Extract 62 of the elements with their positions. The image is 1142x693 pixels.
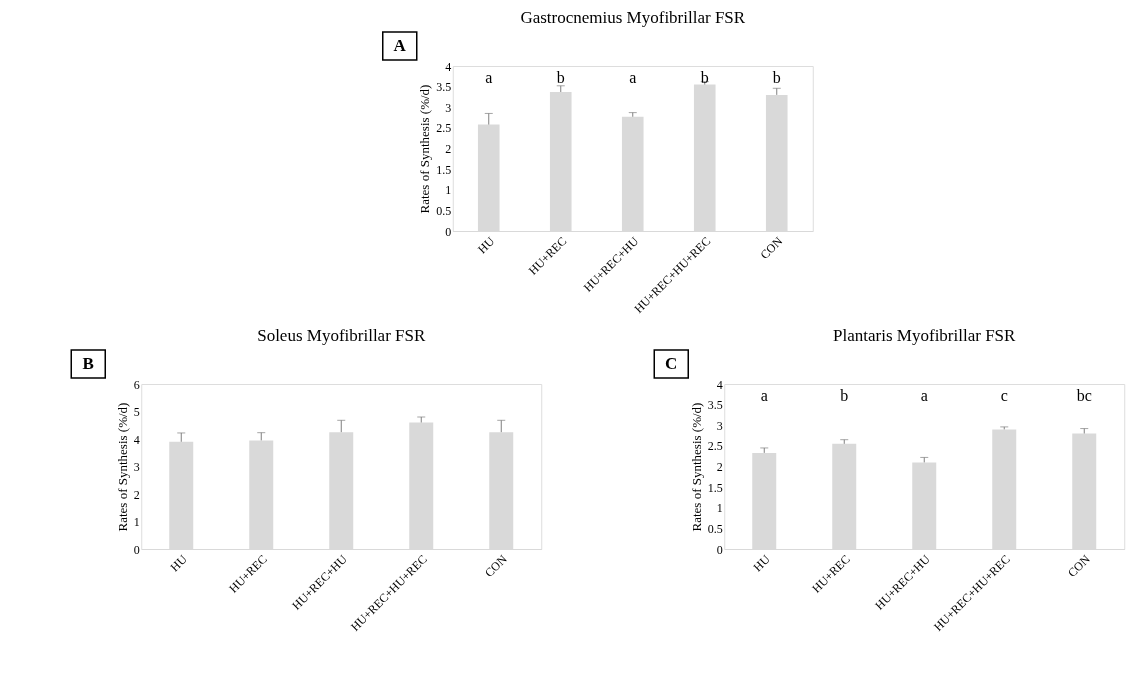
y-tick-label: 1 (445, 183, 452, 198)
bar (489, 432, 514, 549)
annotation: bc (1076, 386, 1092, 404)
bar (549, 91, 572, 231)
y-tick-label: 2.5 (707, 439, 723, 454)
y-tick-label: 2 (133, 487, 140, 502)
x-tick-label: HU (475, 233, 498, 257)
bar (752, 452, 777, 549)
annotation: b (556, 68, 565, 86)
y-tick-label: 1.5 (707, 480, 723, 495)
chart-title: Gastrocnemius Myofibrillar FSR (520, 8, 746, 28)
y-tick-label: 3 (445, 100, 452, 115)
bar (249, 440, 274, 549)
annotation: a (629, 68, 637, 86)
text: B (82, 354, 94, 373)
y-tick-label: 0.5 (436, 203, 452, 218)
text: C (665, 354, 678, 373)
x-tick-label: HU (167, 551, 190, 575)
chart-title: Soleus Myofibrillar FSR (257, 326, 426, 346)
y-tick-label: 2 (716, 460, 723, 474)
x-tick-label: HU (750, 551, 773, 575)
annotation: a (485, 68, 493, 86)
y-tick-label: 1 (133, 515, 140, 529)
y-tick-label: 4 (445, 59, 452, 74)
y-tick-label: 3 (716, 418, 723, 433)
bar (329, 432, 354, 549)
y-tick-label: 0.5 (707, 521, 723, 536)
annotation: b (700, 68, 709, 86)
annotation: b (772, 68, 781, 86)
y-tick-label: 6 (133, 377, 140, 392)
y-tick-label: 0 (445, 224, 452, 239)
text: A (393, 36, 407, 55)
y-tick-label: 3.5 (707, 398, 723, 413)
bar (409, 422, 434, 549)
y-tick-label: 1.5 (436, 162, 452, 177)
bar (477, 124, 500, 231)
y-tick-label: 2 (445, 142, 452, 156)
y-tick-label: 3.5 (436, 80, 452, 95)
y-tick-label: 1 (716, 501, 723, 516)
annotation: c (1000, 386, 1008, 404)
y-tick-label: 0 (133, 542, 140, 557)
bar (169, 441, 194, 549)
bar (1072, 433, 1097, 549)
bar (621, 116, 644, 231)
y-tick-label: 0 (716, 542, 723, 557)
y-axis-title: Rates of Synthesis (%/d) (114, 402, 130, 532)
y-tick-label: 3 (133, 460, 140, 474)
bar (912, 462, 937, 549)
bar (992, 429, 1017, 549)
y-tick-label: 5 (133, 405, 140, 419)
bar (832, 443, 857, 549)
annotation: a (920, 386, 928, 404)
y-axis-title: Rates of Synthesis (%/d) (688, 402, 704, 532)
annotation: a (760, 386, 768, 404)
annotation: b (840, 386, 849, 404)
bar (693, 84, 716, 231)
y-axis-title: Rates of Synthesis (%/d) (417, 84, 433, 214)
y-tick-label: 2.5 (436, 121, 452, 136)
y-tick-label: 4 (716, 377, 723, 392)
bar (765, 94, 788, 231)
chart-title: Plantaris Myofibrillar FSR (833, 326, 1017, 346)
y-tick-label: 4 (133, 432, 140, 447)
